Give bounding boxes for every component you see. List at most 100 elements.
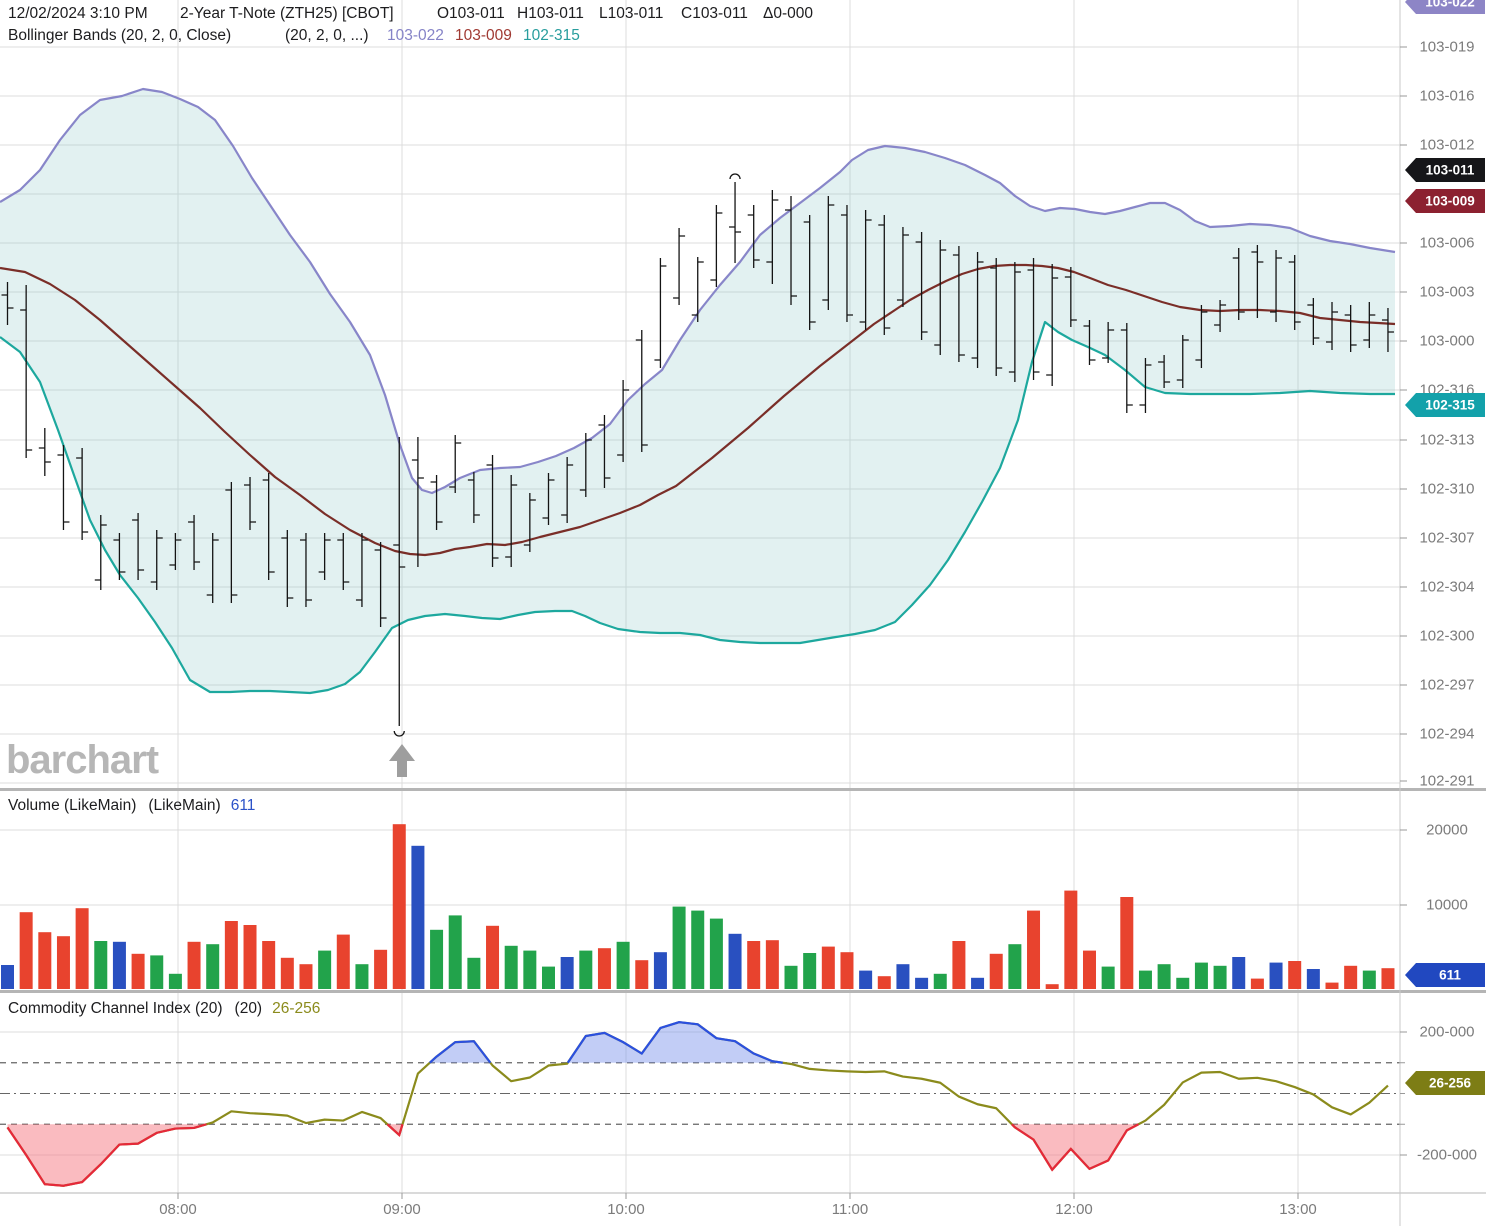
volume-bar — [672, 906, 686, 989]
ohlc-bar — [374, 542, 387, 627]
ohlc-bar — [355, 533, 368, 607]
symbol-title: 2-Year T-Note (ZTH25) [CBOT] — [180, 5, 394, 22]
ohlc-bar — [132, 513, 145, 580]
high-cycle-marker — [729, 173, 741, 180]
volume-bar — [933, 973, 947, 989]
price-axis-label: 102-294 — [1419, 726, 1474, 743]
ohlc-bar — [1027, 258, 1040, 380]
ohlc-bar — [747, 205, 760, 268]
time-axis-label: 09:00 — [383, 1201, 421, 1218]
volume-bar — [952, 941, 966, 989]
bollinger-middle-band — [0, 263, 1396, 557]
panel-divider[interactable] — [0, 788, 1486, 791]
bb-lower-value: 102-315 — [523, 27, 580, 44]
volume-bar — [150, 955, 164, 989]
ohlc-bar — [467, 472, 480, 523]
volume-bar — [1269, 962, 1283, 989]
bollinger-lower-band — [0, 320, 1395, 695]
ohlc-bar — [169, 533, 182, 570]
volume-bar — [1344, 965, 1358, 989]
ohlc-bar — [411, 437, 424, 567]
volume-bar — [1008, 944, 1022, 989]
bb-upper-value: 103-022 — [387, 27, 444, 44]
ohlc-bar — [486, 455, 499, 567]
time-axis-label: 10:00 — [607, 1201, 645, 1218]
volume-bar — [112, 941, 126, 989]
volume-bar — [915, 977, 929, 989]
ohlc-bar — [1176, 335, 1189, 388]
cci-title-params: (20) — [234, 1000, 263, 1017]
ohlc-bar — [1120, 323, 1133, 413]
bollinger-upper-band — [0, 87, 1396, 495]
ohlc-bar — [76, 448, 89, 540]
ohlc-bar — [505, 475, 518, 567]
ohlc-bar — [1158, 355, 1171, 388]
volume-bar — [523, 950, 537, 989]
ohlc-bar — [952, 246, 965, 362]
panel-divider[interactable] — [0, 990, 1486, 993]
ohlc-bar — [38, 428, 51, 476]
ohlc-bar — [449, 435, 462, 493]
ohlc-bar — [20, 285, 33, 458]
volume-bar — [989, 953, 1003, 989]
ohlc-bar — [822, 196, 835, 310]
price-axis-label: 102-313 — [1419, 432, 1474, 449]
volume-bar — [1362, 970, 1376, 989]
ohlc-bar — [206, 533, 219, 603]
volume-axis-label: 20000 — [1426, 822, 1468, 839]
volume-bar — [560, 957, 574, 989]
volume-bar — [355, 964, 369, 989]
volume-bar — [597, 948, 611, 989]
price-axis-label: 102-307 — [1419, 530, 1474, 547]
volume-bar — [504, 945, 518, 989]
ohlc-bar — [1288, 255, 1301, 330]
volume-bar — [280, 957, 294, 989]
cci-panel-title[interactable]: Commodity Channel Index (20) (20) 26-256 — [8, 1000, 320, 1018]
ohlc-bar — [878, 215, 891, 335]
ohlc-bar — [1, 282, 14, 325]
ohlc-bar — [262, 473, 275, 580]
ohlc-bar — [915, 232, 928, 340]
volume-bar — [616, 941, 630, 989]
volume-bar — [1027, 910, 1041, 989]
volume-bar — [709, 918, 723, 989]
bb-legend-params[interactable]: (20, 2, 0, ...) — [285, 27, 369, 44]
ohlc-bar — [971, 252, 984, 368]
bb-legend-label[interactable]: Bollinger Bands (20, 2, 0, Close) — [8, 27, 232, 44]
cci-overbought-fill — [429, 1041, 491, 1063]
ohlc-bar — [337, 533, 350, 590]
ohlc-bar — [393, 437, 406, 726]
volume-bar — [131, 953, 145, 989]
ohlc-bar — [1064, 267, 1077, 327]
band-value-badge-label: 102-315 — [1425, 398, 1475, 413]
price-axis-label: 103-003 — [1419, 284, 1474, 301]
volume-bar — [94, 941, 108, 989]
volume-bar — [75, 908, 89, 989]
volume-bar — [803, 953, 817, 989]
volume-bar — [374, 949, 388, 989]
ohlc-bar — [1046, 264, 1059, 386]
ohlc-bar — [1214, 300, 1227, 332]
ohlc-bar — [1251, 245, 1264, 318]
volume-bar — [336, 934, 350, 989]
ohlc-bar — [225, 482, 238, 603]
quote-low: L103-011 — [599, 5, 664, 22]
ohlc-bar — [654, 258, 667, 368]
ohlc-bar — [859, 210, 872, 330]
volume-panel-title[interactable]: Volume (LikeMain) (LikeMain) 611 — [8, 797, 255, 815]
volume-bar — [691, 910, 705, 989]
ohlc-bar — [617, 380, 630, 462]
price-axis-label: 102-291 — [1419, 773, 1474, 790]
volume-bar — [1138, 970, 1152, 989]
ohlc-bar — [57, 445, 70, 530]
ohlc-bar — [1195, 305, 1208, 368]
time-axis-label: 13:00 — [1279, 1201, 1317, 1218]
cci-value-badge-label: 26-256 — [1429, 1076, 1472, 1091]
ohlc-bar — [561, 457, 574, 523]
cci-line-overbought — [566, 1021, 783, 1064]
cci-current-value: 26-256 — [272, 1000, 321, 1017]
volume-bar — [1120, 897, 1134, 989]
cci-axis-label: -200-000 — [1417, 1147, 1477, 1164]
ohlc-bar — [1102, 322, 1115, 363]
